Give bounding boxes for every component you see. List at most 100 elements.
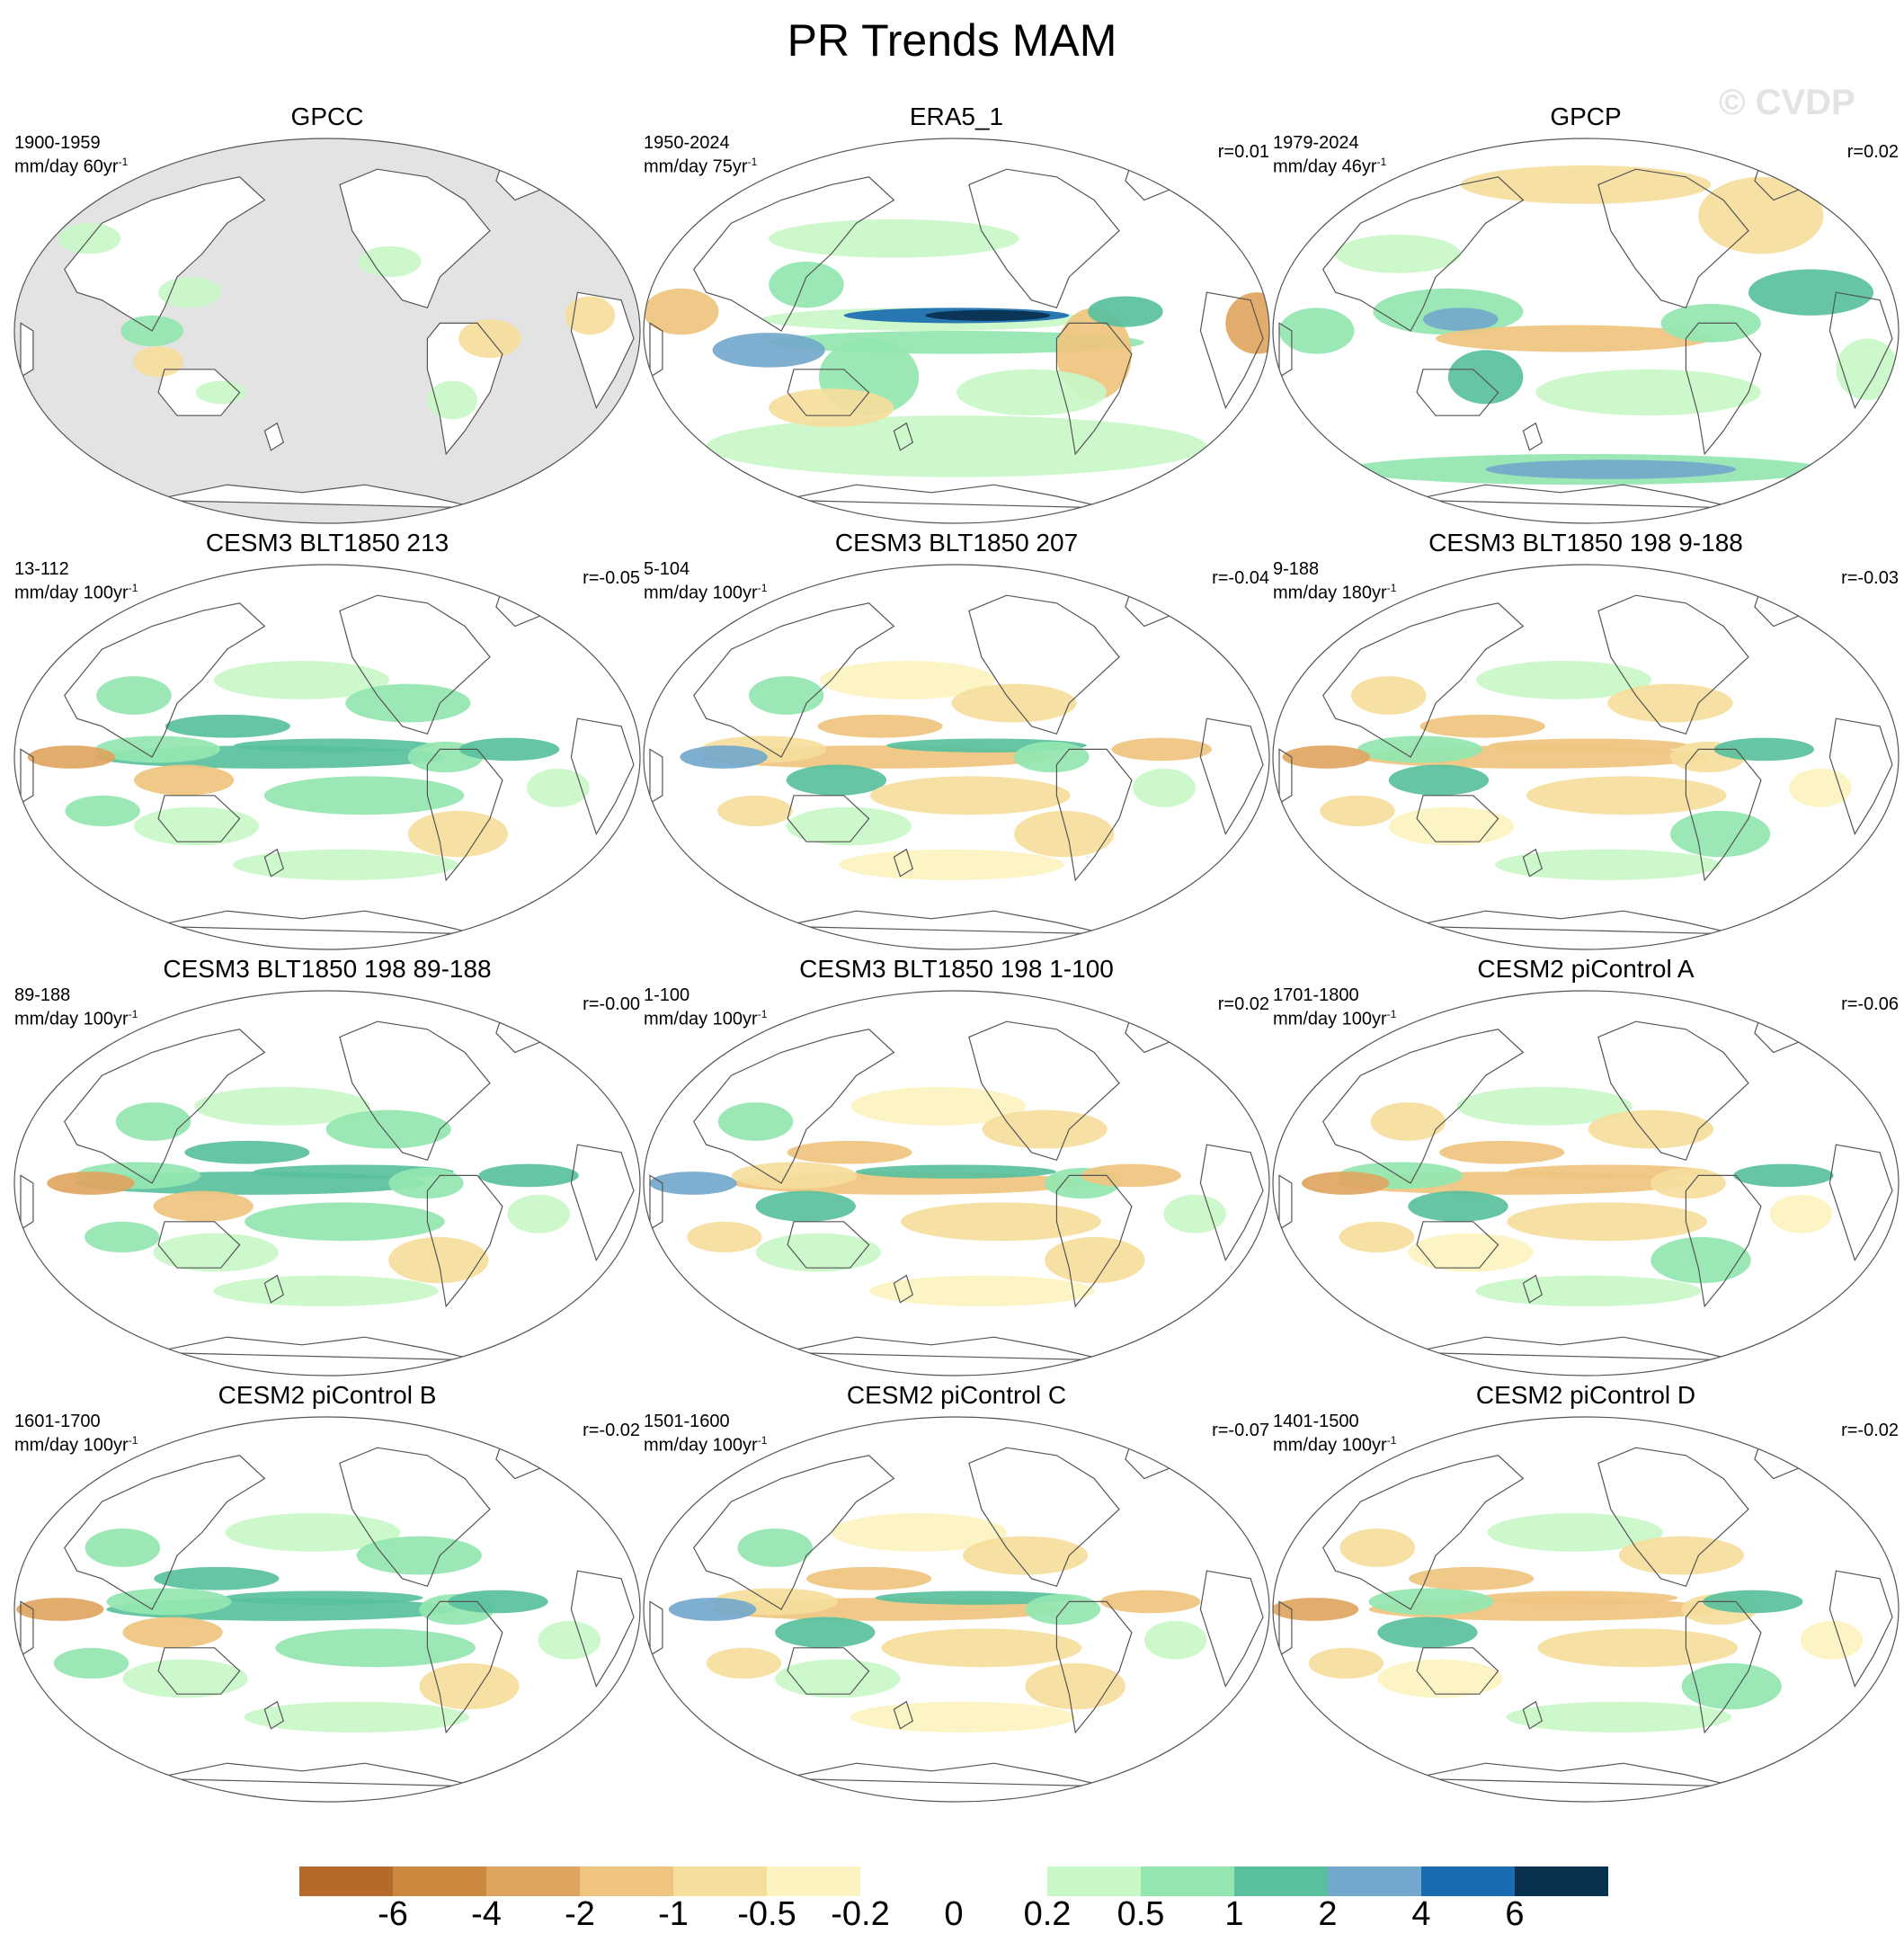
trend-shading — [1388, 806, 1514, 846]
trend-shading — [717, 795, 793, 827]
coastline — [1828, 1570, 1893, 1688]
panel-units: mm/day 60yr-1 — [14, 156, 128, 178]
units-exponent: -1 — [1386, 1008, 1397, 1020]
trend-shading — [1339, 1221, 1415, 1253]
trend-shading — [1419, 714, 1545, 738]
coastline — [20, 322, 34, 379]
coastline — [426, 1600, 503, 1734]
trend-shading — [769, 261, 844, 308]
trend-shading — [769, 218, 1019, 258]
trend-shading — [1789, 768, 1852, 807]
coastline — [157, 1647, 241, 1695]
map-panel: CESM3 BLT1850 198 9-188 9-188 mm/day 180yr… — [1271, 529, 1900, 955]
trend-shading — [1133, 768, 1196, 807]
trend-shading — [875, 1590, 1076, 1605]
trend-shading — [47, 1171, 135, 1195]
trend-shading — [356, 1536, 482, 1575]
trend-shading — [786, 764, 887, 796]
coastline — [426, 322, 503, 456]
trend-shading — [195, 380, 246, 405]
trend-shading — [755, 1190, 856, 1222]
coastline — [1597, 1020, 1749, 1162]
coastline — [692, 1029, 895, 1184]
coastline — [263, 848, 285, 878]
coastline — [1416, 795, 1499, 842]
coastline — [1278, 1600, 1293, 1657]
panel-years: 1950-2024 — [644, 133, 730, 153]
coastline — [1685, 748, 1762, 882]
trend-shading — [133, 764, 235, 796]
panel-years: 1601-1700 — [14, 1412, 101, 1431]
trend-shading — [1476, 661, 1652, 699]
world-map — [13, 564, 641, 950]
map-border — [13, 1416, 641, 1803]
colorbar-box — [1421, 1866, 1515, 1896]
panel-years: 1900-1959 — [14, 133, 101, 153]
coastline — [1321, 1029, 1525, 1184]
map-border — [1272, 564, 1900, 950]
trend-shading — [1377, 1617, 1478, 1648]
map-panel: GPCC 1900-1959 mm/day 60yr-1 — [13, 102, 642, 529]
trend-shading — [565, 296, 616, 335]
coastline — [263, 1700, 285, 1730]
panel-years: 1979-2024 — [1273, 133, 1359, 153]
panel-units: mm/day 100yr-1 — [644, 582, 767, 604]
trend-shading — [448, 1590, 548, 1614]
figure-title: PR Trends MAM — [787, 15, 1117, 66]
trend-shading — [165, 714, 290, 738]
trend-shading — [1081, 1163, 1181, 1188]
map-panel: CESM3 BLT1850 198 1-100 1-100 mm/day 100yr… — [642, 955, 1271, 1381]
coastline — [968, 168, 1120, 309]
trend-shading — [1489, 738, 1689, 753]
trend-shading — [925, 309, 1051, 321]
coastline — [1278, 1174, 1293, 1231]
trend-shading — [1435, 325, 1712, 352]
units-exponent: -1 — [747, 156, 758, 168]
trend-shading — [427, 380, 478, 420]
trend-shading — [194, 1087, 370, 1126]
coastline — [63, 1029, 266, 1184]
coastline — [20, 1600, 34, 1657]
coastline — [1416, 1221, 1499, 1269]
panel-units: mm/day 100yr-1 — [644, 1008, 767, 1030]
trend-shading — [775, 1659, 901, 1698]
trend-shading — [1368, 1588, 1494, 1616]
panel-units: mm/day 100yr-1 — [644, 1434, 767, 1457]
trend-shading — [1111, 737, 1212, 762]
trend-shading — [1225, 292, 1269, 354]
trend-shading — [881, 1628, 1082, 1668]
map-panel: GPCP 1979-2024 mm/day 46yr-1 r=0.02 — [1271, 102, 1900, 529]
trend-shading — [1477, 1590, 1678, 1605]
panel-years: 5-104 — [644, 559, 690, 579]
coastline — [1597, 1447, 1749, 1588]
trend-shading — [85, 1528, 161, 1567]
panel-years: 9-188 — [1273, 559, 1320, 579]
trend-shading — [1537, 1628, 1739, 1668]
trend-shading — [805, 1566, 932, 1590]
trend-shading — [1273, 1598, 1359, 1621]
map-border — [643, 564, 1270, 950]
units-text: mm/day 46yr — [1273, 156, 1377, 177]
trend-shading — [769, 388, 894, 427]
panel-units: mm/day 100yr-1 — [1273, 1008, 1396, 1030]
trend-shading — [1100, 1590, 1201, 1614]
world-map — [643, 1416, 1270, 1803]
trend-shading — [222, 1590, 423, 1605]
trend-shading — [1357, 735, 1483, 763]
trend-shading — [1618, 1536, 1745, 1575]
coastline — [1416, 369, 1499, 416]
coastline — [1278, 748, 1293, 805]
world-map — [643, 564, 1270, 950]
coastline — [968, 1020, 1120, 1162]
colorbar-box — [299, 1866, 393, 1896]
coastline — [426, 1174, 503, 1308]
coastline — [1055, 322, 1133, 456]
units-text: mm/day 100yr — [644, 1435, 758, 1456]
units-exponent: -1 — [1386, 1434, 1397, 1447]
panel-title: CESM2 piControl D — [1475, 1381, 1696, 1409]
coastline — [1199, 1570, 1264, 1688]
panel-title: CESM2 piControl A — [1477, 955, 1695, 983]
panel-years: 1701-1800 — [1273, 985, 1359, 1005]
panel-years: 13-112 — [14, 559, 69, 579]
units-exponent: -1 — [128, 1434, 138, 1447]
